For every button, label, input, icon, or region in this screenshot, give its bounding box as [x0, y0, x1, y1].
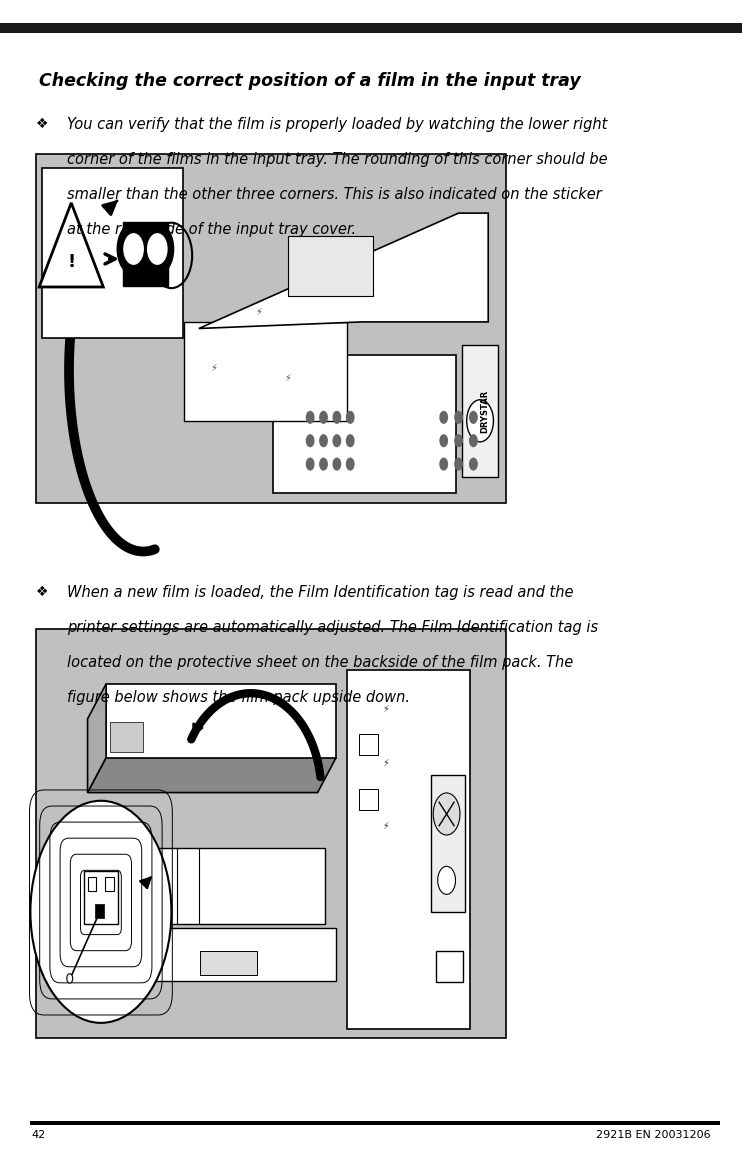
Text: ⚡: ⚡: [255, 307, 262, 317]
Bar: [359, 734, 378, 755]
Text: located on the protective sheet on the backside of the film pack. The: located on the protective sheet on the b…: [67, 655, 573, 670]
Text: ⚡: ⚡: [382, 821, 389, 831]
Polygon shape: [199, 213, 488, 328]
Circle shape: [455, 458, 462, 470]
Bar: [288, 236, 373, 296]
Bar: [273, 355, 456, 493]
Bar: [347, 670, 470, 1029]
Bar: [110, 722, 143, 752]
Circle shape: [117, 223, 150, 275]
Circle shape: [347, 435, 354, 447]
Bar: [36, 629, 506, 1038]
Circle shape: [440, 435, 447, 447]
Text: corner of the films in the input tray. The rounding of this corner should be: corner of the films in the input tray. T…: [67, 152, 608, 167]
Polygon shape: [106, 684, 336, 758]
Bar: [30, 1121, 720, 1125]
Circle shape: [124, 234, 143, 264]
Circle shape: [440, 458, 447, 470]
Circle shape: [333, 411, 341, 423]
Circle shape: [141, 223, 174, 275]
Text: ⚡: ⚡: [382, 704, 389, 713]
Polygon shape: [39, 203, 103, 288]
Circle shape: [320, 411, 327, 423]
Text: smaller than the other three corners. This is also indicated on the sticker: smaller than the other three corners. Th…: [67, 187, 602, 202]
Circle shape: [347, 411, 354, 423]
Text: ⚡: ⚡: [382, 759, 389, 768]
Bar: [105, 877, 114, 891]
Circle shape: [440, 411, 447, 423]
Circle shape: [470, 411, 477, 423]
Bar: [436, 950, 464, 982]
Text: !: !: [68, 254, 75, 271]
Circle shape: [320, 435, 327, 447]
Circle shape: [467, 400, 493, 442]
Text: You can verify that the film is properly loaded by watching the lower right: You can verify that the film is properly…: [67, 117, 607, 132]
Polygon shape: [88, 684, 106, 793]
Bar: [85, 872, 118, 924]
Bar: [0, 23, 742, 33]
Bar: [123, 222, 168, 286]
Text: 2921B EN 20031206: 2921B EN 20031206: [597, 1130, 711, 1141]
Text: printer settings are automatically adjusted. The Film Identification tag is: printer settings are automatically adjus…: [67, 620, 598, 635]
Circle shape: [67, 974, 73, 983]
Circle shape: [438, 866, 456, 894]
Bar: [42, 168, 183, 338]
Circle shape: [333, 435, 341, 447]
Text: ❖: ❖: [36, 117, 48, 131]
Text: When a new film is loaded, the Film Identification tag is read and the: When a new film is loaded, the Film Iden…: [67, 584, 574, 600]
Bar: [200, 952, 257, 975]
Text: ❖: ❖: [36, 584, 48, 599]
Circle shape: [320, 458, 327, 470]
Bar: [36, 154, 506, 503]
Circle shape: [148, 234, 167, 264]
Circle shape: [455, 435, 462, 447]
Polygon shape: [88, 758, 336, 793]
Circle shape: [306, 435, 314, 447]
Bar: [95, 904, 104, 918]
Text: at the right side of the input tray cover.: at the right side of the input tray cove…: [67, 222, 356, 237]
Circle shape: [455, 411, 462, 423]
Circle shape: [347, 458, 354, 470]
Bar: [359, 789, 378, 810]
Bar: [462, 345, 498, 477]
Circle shape: [306, 411, 314, 423]
Bar: [132, 848, 325, 924]
Circle shape: [433, 793, 460, 835]
Circle shape: [333, 458, 341, 470]
Circle shape: [30, 801, 171, 1023]
Bar: [431, 775, 465, 912]
Text: ⚡: ⚡: [284, 373, 292, 383]
Text: 42: 42: [31, 1130, 45, 1141]
Text: DRYSTAR: DRYSTAR: [480, 389, 489, 433]
Bar: [88, 877, 96, 891]
Circle shape: [470, 458, 477, 470]
Polygon shape: [184, 321, 347, 421]
Circle shape: [470, 435, 477, 447]
Circle shape: [306, 458, 314, 470]
Bar: [128, 928, 336, 981]
Text: figure below shows the film pack upside down.: figure below shows the film pack upside …: [67, 690, 410, 705]
Text: Checking the correct position of a film in the input tray: Checking the correct position of a film …: [39, 72, 581, 90]
Text: ⚡: ⚡: [210, 364, 217, 373]
